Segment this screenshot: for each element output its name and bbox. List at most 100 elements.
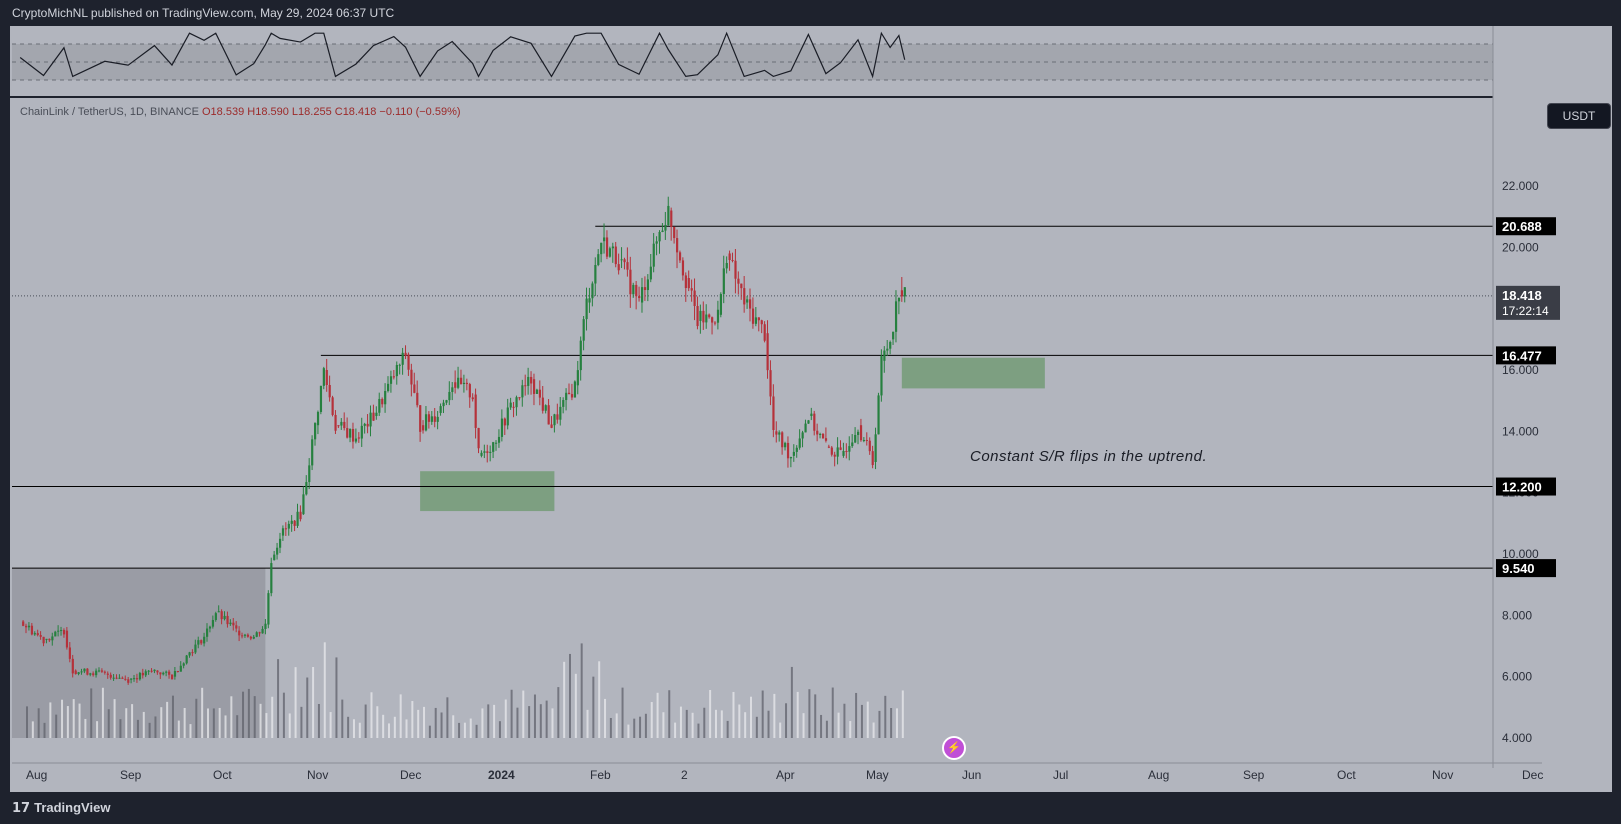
candle-body (401, 352, 404, 365)
candle-body (716, 309, 720, 323)
candle-body (468, 384, 471, 398)
candle-body (842, 451, 845, 456)
x-tick-label: Dec (1522, 768, 1543, 782)
candle-body (290, 520, 293, 524)
price-axis (1493, 26, 1611, 792)
tradingview-logo[interactable]: 17 TradingView (12, 800, 110, 816)
candle-body (865, 439, 868, 441)
legend-low: L18.255 (291, 106, 332, 118)
candle-body (632, 284, 635, 295)
sr-zone (901, 357, 1045, 389)
candle-body (617, 264, 620, 271)
candle-body (638, 296, 641, 299)
candle-body (530, 376, 533, 384)
volume-bar (142, 711, 145, 738)
volume-bar (697, 723, 700, 738)
volume-bar (884, 695, 887, 738)
candle-body (156, 670, 159, 673)
volume-bar (621, 687, 624, 738)
candle-body (170, 674, 174, 680)
volume-bar (201, 687, 204, 738)
volume-bar (131, 704, 134, 738)
candle-body (678, 252, 682, 261)
candle-body (278, 538, 282, 548)
volume-bar (674, 722, 677, 738)
candle-body (500, 418, 504, 437)
candle-body (346, 428, 349, 438)
volume-bar (335, 657, 338, 738)
candle-body (778, 432, 781, 435)
candle-body (751, 308, 755, 324)
currency-selector[interactable]: USDT (1547, 103, 1611, 129)
volume-bar (750, 696, 752, 738)
candle-body (819, 433, 822, 435)
level-label: 16.477 (1502, 348, 1542, 363)
candle-body (448, 391, 451, 401)
candle-body (652, 243, 655, 267)
candle-body (89, 673, 92, 675)
candle-body (792, 451, 795, 456)
volume-bar (755, 716, 758, 738)
candle-body (220, 611, 223, 620)
y-tick-label: 20.000 (1502, 240, 1539, 254)
volume-bar (475, 724, 478, 738)
candle-body (816, 430, 819, 435)
candle-body (655, 241, 658, 244)
flash-icon[interactable]: ⚡ (942, 736, 966, 760)
candle-body (416, 392, 419, 406)
candle-body (372, 412, 375, 421)
level-label-bg (1496, 217, 1556, 236)
candle-body (273, 554, 276, 561)
volume-bar (463, 722, 466, 738)
candle-body (249, 636, 252, 639)
volume-bar (849, 721, 852, 738)
volume-bar (633, 718, 636, 738)
candle-body (731, 260, 734, 262)
candle-body (316, 411, 320, 426)
volume-bar (545, 700, 548, 738)
price-chart[interactable]: 80.004.0006.0008.00010.00012.00014.00016… (0, 0, 1621, 792)
candle-body (754, 317, 758, 324)
candle-body (830, 447, 833, 455)
candle-body (471, 397, 474, 400)
candle-body (39, 635, 42, 637)
candle-body (404, 352, 407, 356)
candle-body (62, 630, 66, 635)
candle-body (322, 368, 325, 386)
candle-body (556, 414, 559, 420)
volume-bar (767, 710, 770, 738)
x-tick-label: 2024 (488, 768, 515, 782)
volume-bar (685, 709, 688, 738)
candle-body (527, 376, 530, 386)
volume-bar (207, 708, 209, 738)
candle-body (328, 384, 331, 398)
level-label-bg (1496, 559, 1556, 578)
candle-body (824, 438, 828, 441)
rsi-band (12, 44, 1542, 80)
candle-body (106, 673, 109, 675)
candle-body (351, 428, 355, 442)
volume-bar (895, 708, 898, 738)
candle-body (541, 397, 544, 411)
volume-bar (656, 692, 659, 738)
volume-bar (388, 723, 390, 738)
candle-body (903, 287, 906, 297)
candle-body (894, 301, 898, 332)
candle-body (206, 628, 209, 637)
candle-body (789, 456, 793, 459)
candle-body (208, 626, 212, 629)
candle-body (430, 416, 433, 422)
candle-body (775, 431, 778, 435)
candle-body (80, 671, 83, 673)
candle-body (900, 290, 904, 297)
volume-bar (288, 713, 291, 738)
legend-change: −0.110 (−0.59%) (379, 106, 461, 118)
candle-body (305, 482, 308, 495)
volume-bar (171, 695, 174, 738)
candle-body (845, 451, 848, 453)
publish-header: CryptoMichNL published on TradingView.co… (0, 0, 1621, 26)
candle-body (54, 631, 57, 637)
candle-body (696, 306, 699, 327)
candle-body (786, 442, 790, 459)
candle-body (246, 634, 250, 637)
